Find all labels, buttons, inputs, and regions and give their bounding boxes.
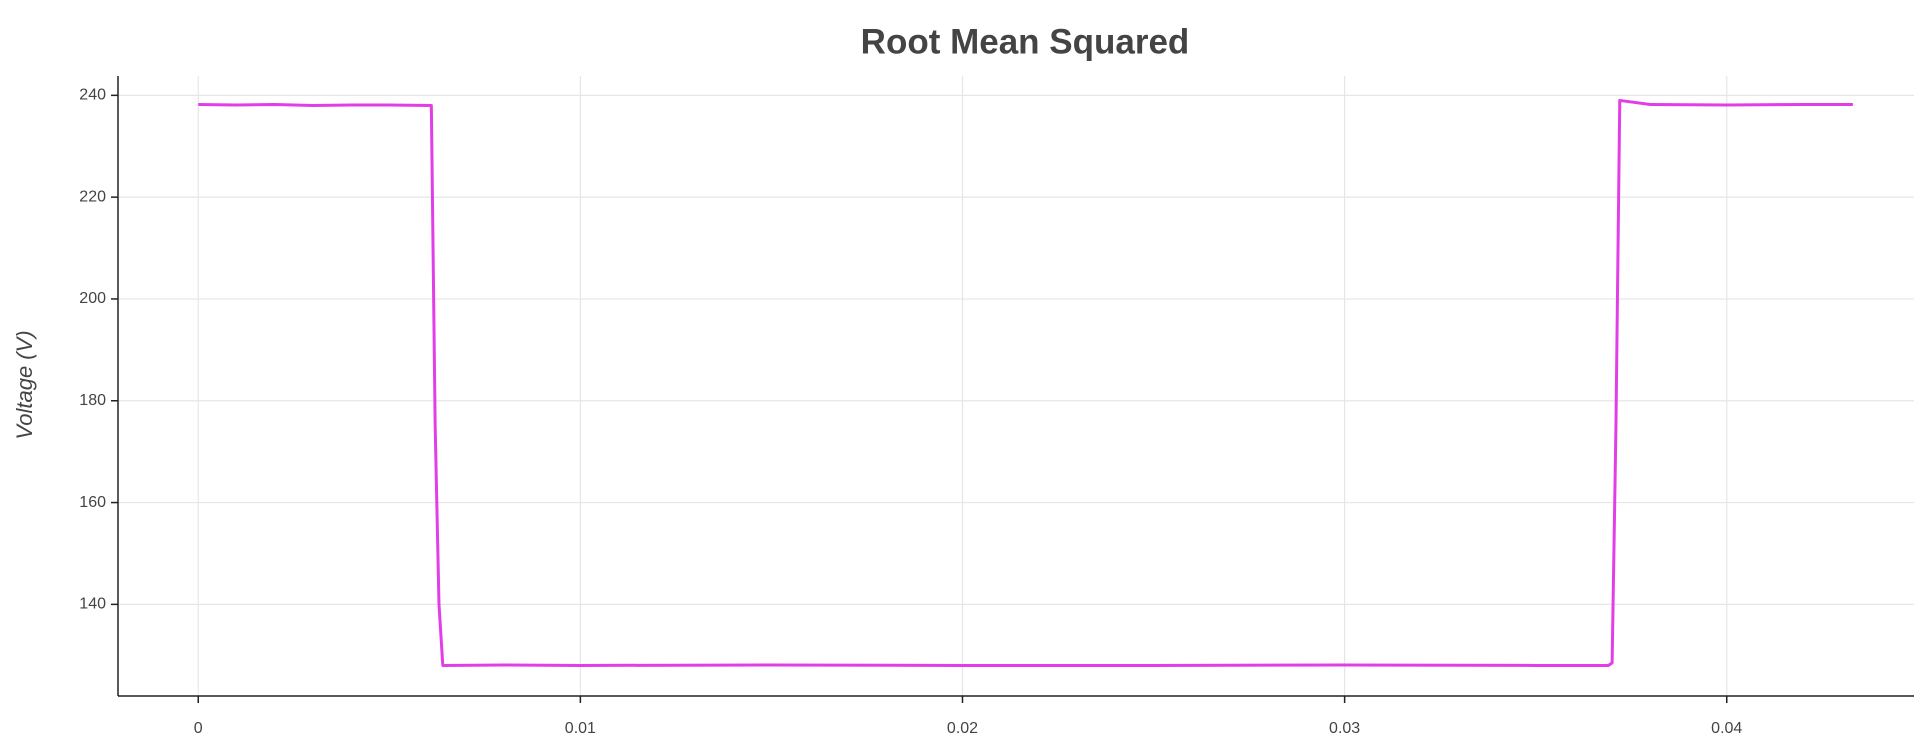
x-tick-label: 0.01	[565, 720, 596, 737]
y-tick-label: 180	[79, 392, 106, 409]
y-tick-label: 140	[79, 596, 106, 613]
x-tick-label: 0.04	[1711, 720, 1742, 737]
y-tick-label: 220	[79, 188, 106, 205]
y-axis-label: Voltage (V)	[12, 330, 37, 439]
x-tick-label: 0.03	[1329, 720, 1360, 737]
y-tick-label: 240	[79, 87, 106, 104]
y-tick-label: 200	[79, 290, 106, 307]
y-tick-label: 160	[79, 494, 106, 511]
chart-title: Root Mean Squared	[861, 22, 1190, 61]
x-tick-label: 0.02	[947, 720, 978, 737]
data-line	[198, 98, 1853, 667]
x-tick-label: 0	[194, 720, 203, 737]
